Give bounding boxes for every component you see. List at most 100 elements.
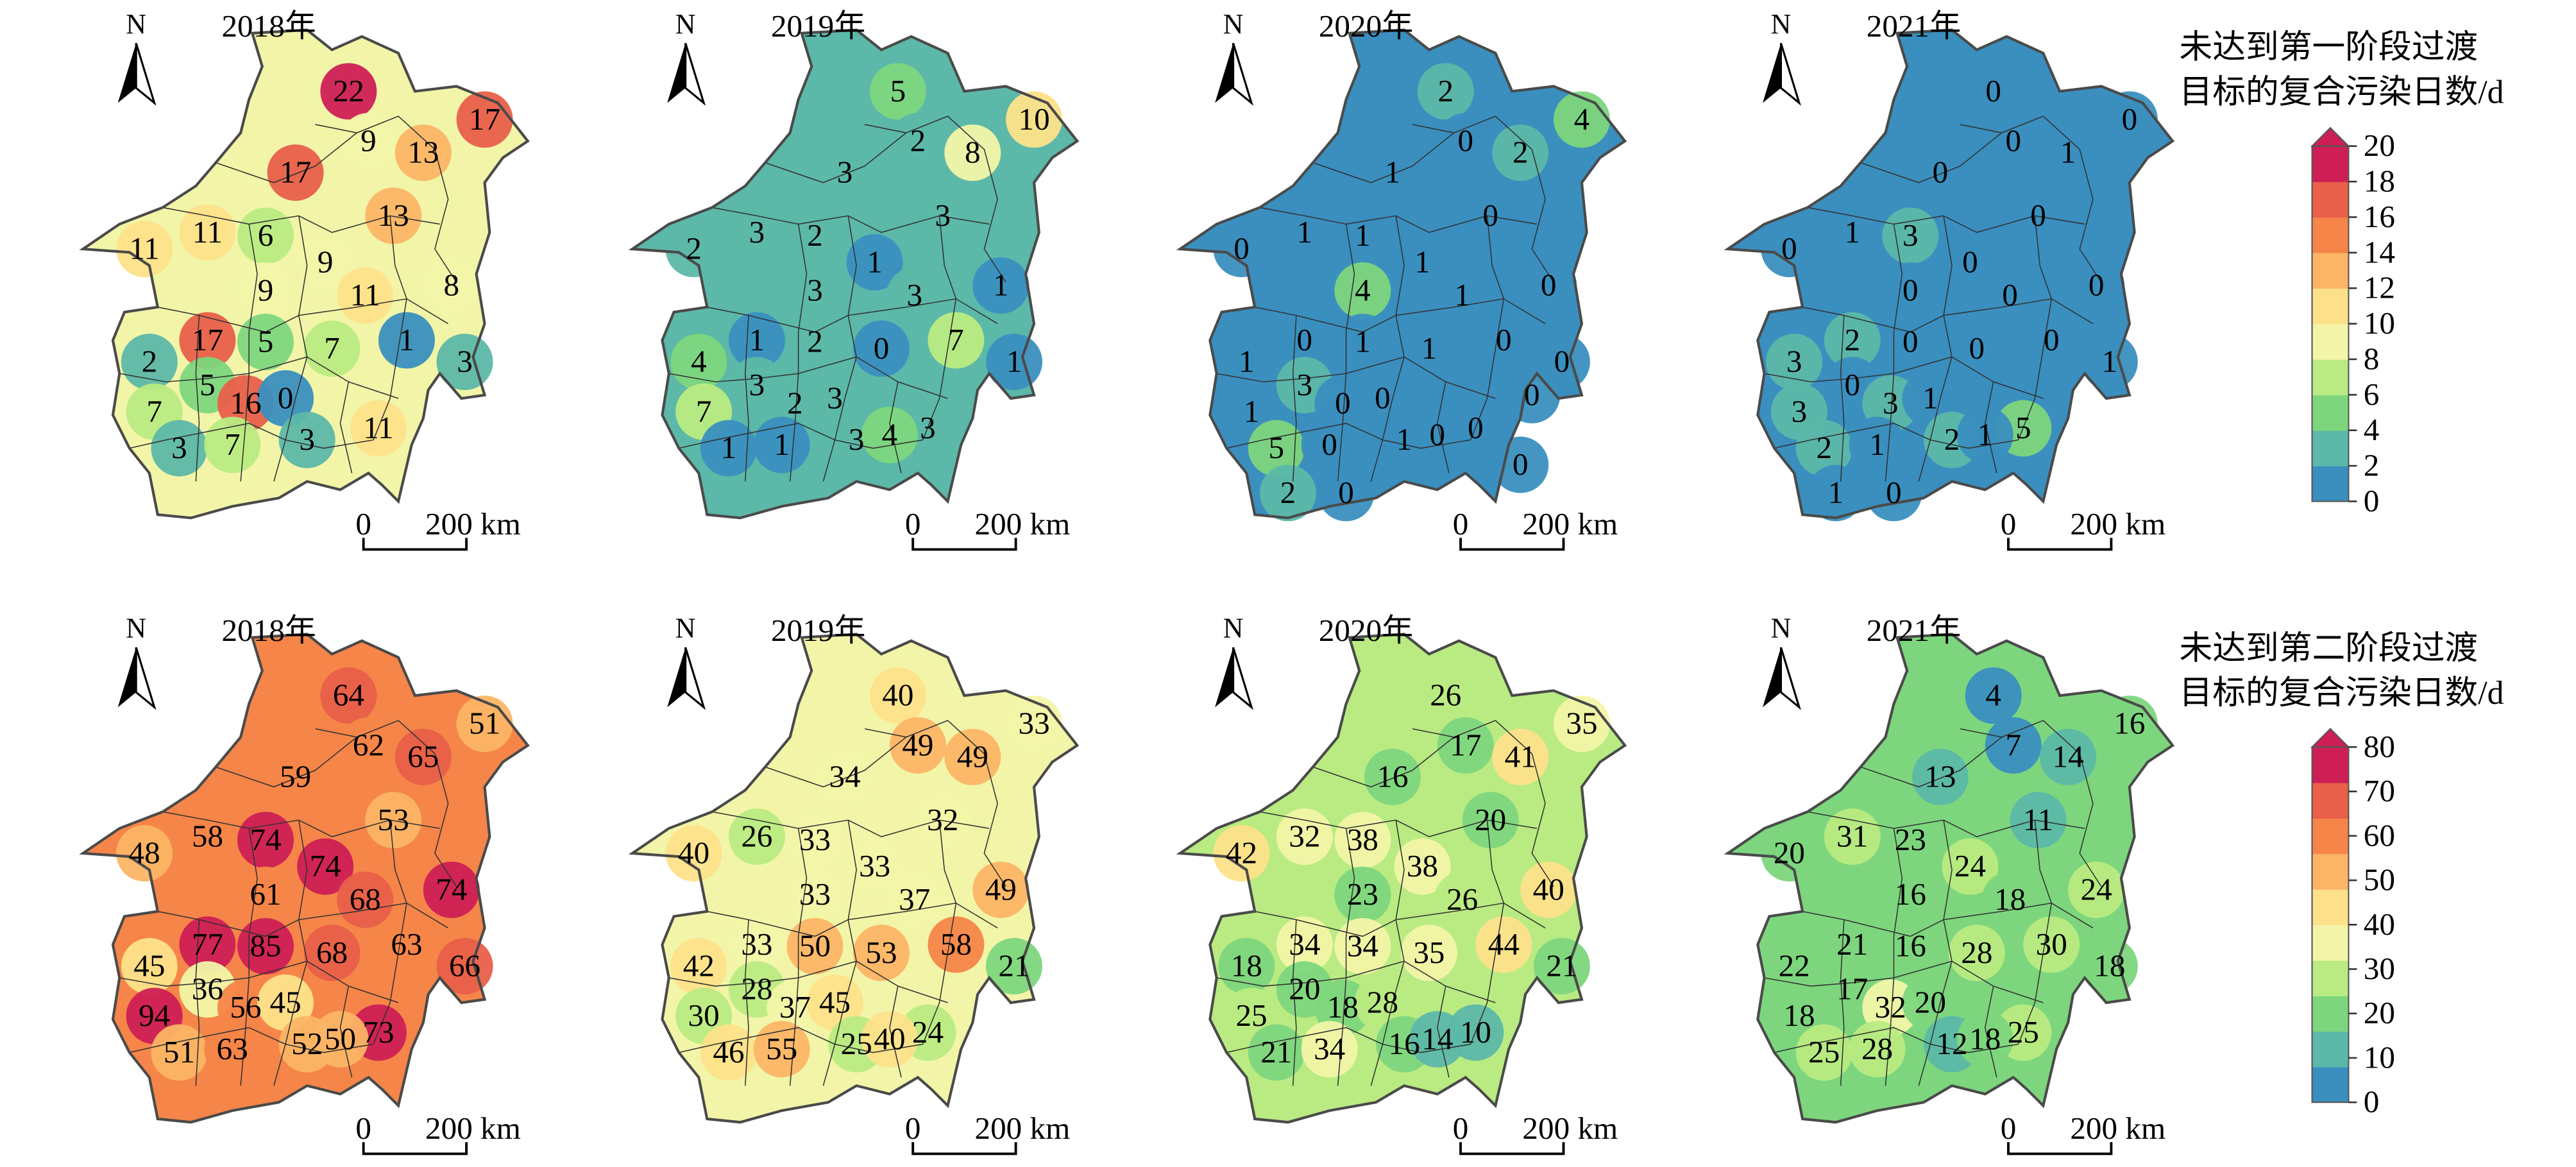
- value-label: 68: [350, 882, 381, 917]
- value-label: 53: [378, 802, 409, 837]
- region-patch: [1364, 749, 1421, 805]
- value-label: 0: [874, 330, 890, 366]
- legend-max-arrow: [2310, 126, 2350, 147]
- value-label: 2: [910, 123, 926, 158]
- value-label: 45: [133, 948, 165, 984]
- value-label: 21: [998, 948, 1030, 984]
- region-patch: [1394, 234, 1451, 291]
- region-patch: [1882, 314, 1939, 371]
- region-patch: [365, 792, 422, 849]
- value-label: 56: [230, 989, 261, 1025]
- region-patch: [204, 1021, 261, 1078]
- region-patch: [1504, 366, 1561, 423]
- value-label: 0: [2002, 277, 2018, 312]
- value-label: 25: [1808, 1034, 1840, 1069]
- value-label: 32: [927, 802, 958, 837]
- region-patch: [2023, 916, 2080, 973]
- region-patch: [1434, 267, 1491, 324]
- legend-tick-label: 8: [2364, 341, 2380, 376]
- legend-tick-label: 10: [2364, 1039, 2395, 1075]
- legend-swatch: [2312, 395, 2349, 431]
- region-patch: [1400, 924, 1457, 982]
- value-label: 24: [2081, 871, 2112, 907]
- scale-bar: 0 200 km: [1453, 506, 1618, 551]
- region-patch: [786, 314, 843, 371]
- region-patch: [1942, 234, 1999, 291]
- value-label: 40: [874, 1021, 905, 1056]
- region-patch: [1334, 812, 1391, 869]
- north-label: N: [126, 8, 146, 40]
- region-patch: [1492, 728, 1549, 785]
- value-label: 85: [250, 928, 281, 963]
- legend-swatch: [2312, 288, 2349, 325]
- legend-tick-label: 16: [2364, 199, 2395, 234]
- value-label: 1: [1355, 217, 1371, 253]
- region-patch: [1462, 792, 1519, 849]
- value-label: 30: [2036, 926, 2067, 962]
- value-label: 38: [1407, 848, 1438, 883]
- panel-year-title: 2018年: [221, 613, 316, 648]
- value-label: 0: [1969, 330, 1985, 366]
- value-label: 4: [1985, 677, 2001, 713]
- value-label: 51: [469, 706, 500, 741]
- region-patch: [2068, 257, 2125, 314]
- region-patch: [1334, 917, 1391, 975]
- region-patch: [944, 728, 1001, 785]
- region-patch: [312, 1010, 369, 1068]
- value-label: 33: [859, 848, 890, 883]
- value-label: 1: [1977, 416, 1993, 452]
- value-label: 33: [741, 926, 772, 962]
- legend-tick-label: 20: [2364, 128, 2395, 163]
- value-label: 18: [1969, 1021, 2001, 1056]
- region-patch: [320, 667, 377, 724]
- value-label: 42: [1226, 835, 1257, 871]
- value-label: 18: [1327, 989, 1359, 1025]
- scale-bar: 0 200 km: [2001, 1111, 2165, 1155]
- value-label: 26: [1430, 677, 1461, 713]
- value-label: 9: [318, 244, 334, 279]
- region-patch: [972, 861, 1030, 918]
- region-patch: [1948, 320, 2005, 377]
- legend-swatch: [2312, 924, 2349, 961]
- region-patch: [2010, 187, 2067, 244]
- region-patch: [423, 257, 480, 314]
- north-arrow-light: [1232, 647, 1254, 710]
- region-patch: [2040, 728, 2097, 785]
- panel-year-title: 2020年: [1319, 8, 1413, 44]
- value-label: 3: [935, 198, 951, 233]
- value-label: 0: [1321, 427, 1337, 462]
- region-patch: [320, 63, 377, 120]
- legend-swatch: [2312, 359, 2349, 396]
- value-label: 0: [1335, 385, 1351, 420]
- north-arrow-dark: [1763, 647, 1781, 708]
- value-label: 3: [749, 214, 765, 250]
- region-patch: [237, 207, 294, 264]
- value-label: 13: [378, 198, 409, 233]
- region-patch: [1882, 812, 1939, 869]
- value-label: 0: [1844, 367, 1860, 402]
- value-label: 28: [1961, 935, 1992, 970]
- region-patch: [972, 257, 1030, 314]
- value-label: 14: [1421, 1021, 1453, 1056]
- value-label: 14: [2053, 738, 2084, 774]
- region-patch: [1417, 63, 1474, 120]
- legend-tick-label: 12: [2364, 270, 2395, 305]
- value-label: 77: [192, 926, 223, 962]
- value-label: 58: [940, 926, 972, 962]
- value-label: 4: [691, 344, 707, 379]
- value-label: 38: [1347, 822, 1378, 857]
- scale-distance-label: 200 km: [975, 1111, 1071, 1146]
- value-label: 58: [192, 819, 223, 854]
- region-patch: [1334, 207, 1391, 264]
- region-patch: [303, 320, 360, 377]
- scale-bar: 0 200 km: [905, 506, 1070, 551]
- value-label: 11: [350, 277, 380, 312]
- value-label: 37: [899, 882, 930, 917]
- north-arrow-light: [1779, 42, 1801, 106]
- value-label: 0: [2089, 268, 2105, 303]
- region-patch: [237, 314, 294, 371]
- region-patch: [886, 871, 943, 928]
